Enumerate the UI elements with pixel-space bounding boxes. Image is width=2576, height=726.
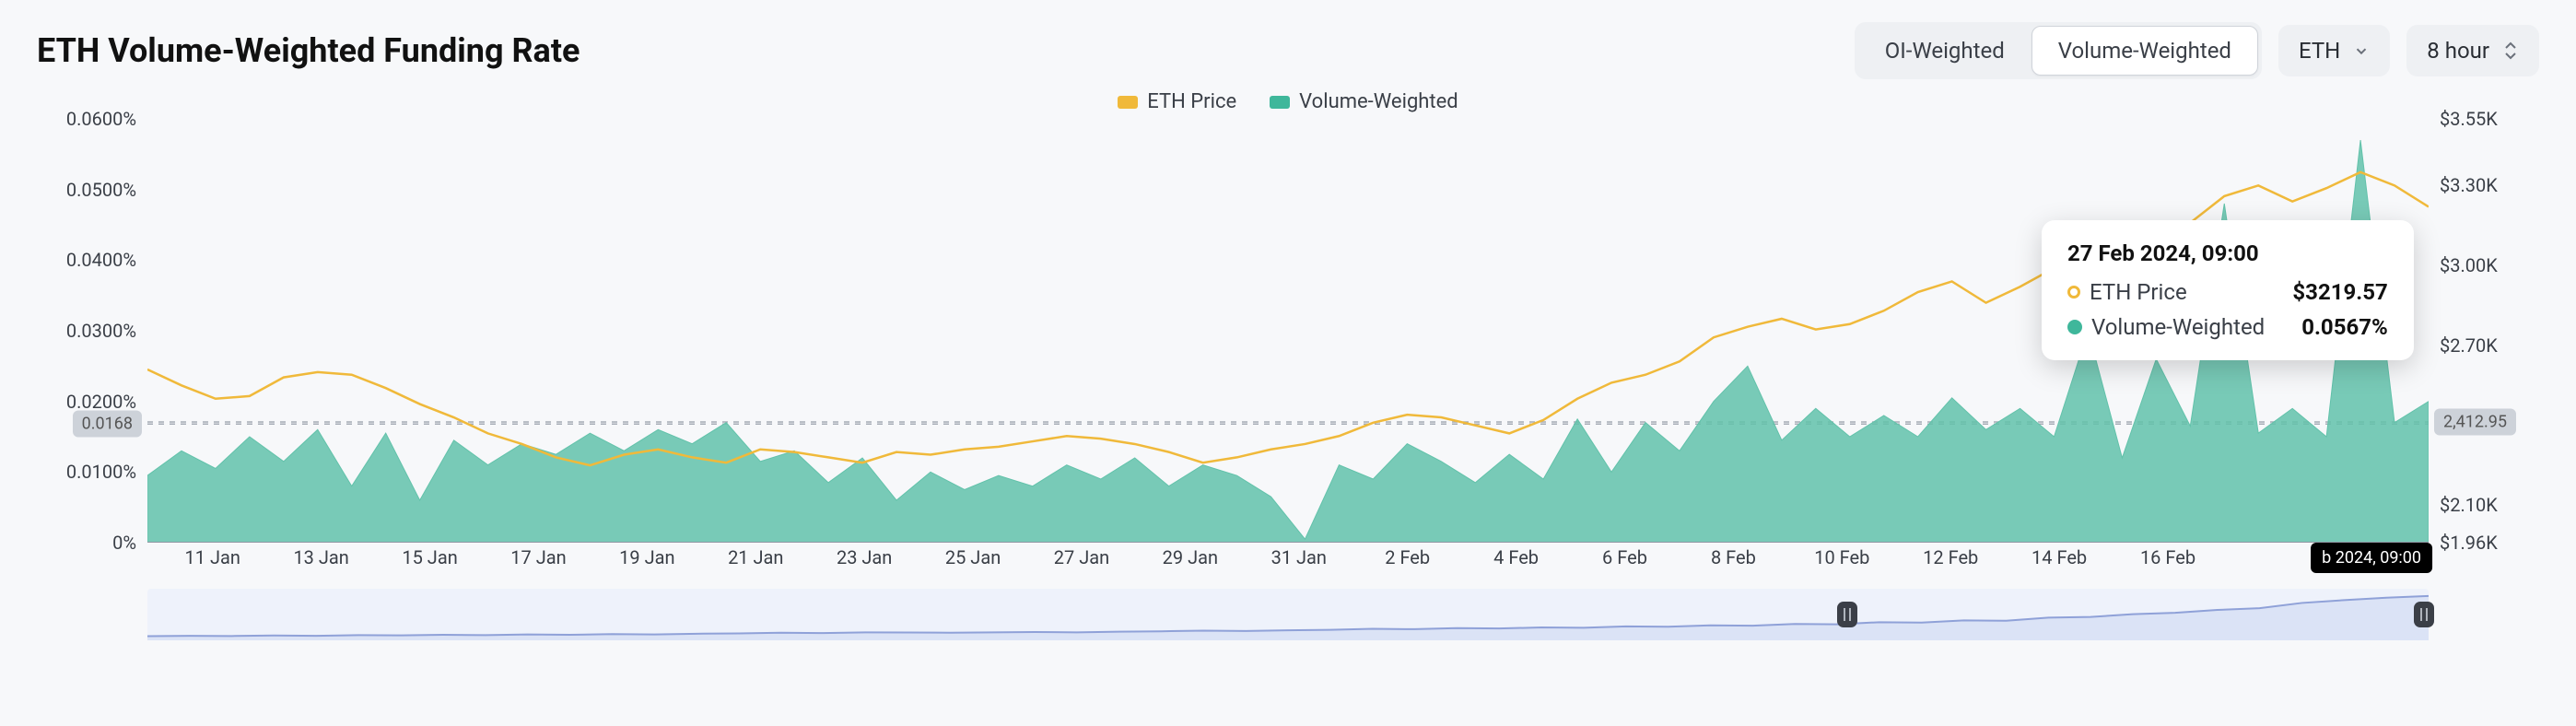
x-tick: 29 Jan [1163,546,1218,568]
y-right-tick: $1.96K [2440,532,2498,554]
stepper-icon [2502,40,2519,62]
y-left-tick: 0.0100% [66,461,136,483]
x-tick: 4 Feb [1493,546,1539,568]
x-tick: 13 Jan [293,546,348,568]
segmented-option[interactable]: Volume-Weighted [2032,26,2258,76]
x-tick: 19 Jan [619,546,674,568]
tooltip-value: $3219.57 [2292,279,2387,305]
x-tick: 16 Feb [2140,546,2195,568]
chart-tooltip: 27 Feb 2024, 09:00 ETH Price $3219.57 Volu… [2042,220,2414,360]
x-tick: 31 Jan [1271,546,1327,568]
x-tick: 8 Feb [1711,546,1756,568]
x-axis: 11 Jan 13 Jan 15 Jan 17 Jan 19 Jan 21 Jan 23 J… [147,543,2429,580]
legend-item[interactable]: ETH Price [1118,90,1236,113]
y-left-tick: 0.0600% [66,108,136,130]
interval-dropdown-value: 8 hour [2427,38,2489,64]
x-tick: 15 Jan [402,546,457,568]
tooltip-value: 0.0567% [2301,314,2388,340]
tooltip-dot [2067,286,2080,299]
segmented-option[interactable]: OI-Weighted [1858,26,2032,76]
y-axis-left: 0.0600%0.0500%0.0400%0.0300%0.0200%0.010… [37,119,147,543]
x-tick: 11 Jan [185,546,240,568]
x-tick: 23 Jan [837,546,892,568]
y-right-tick: $3.30K [2440,174,2498,196]
y-left-tick: 0% [112,532,136,554]
x-tick: 6 Feb [1602,546,1647,568]
x-tick: 2 Feb [1385,546,1430,568]
tooltip-datetime: 27 Feb 2024, 09:00 [2067,240,2388,266]
asset-dropdown[interactable]: ETH [2278,25,2390,76]
time-brush[interactable] [147,589,2429,640]
y-left-tick: 0.0200% [66,391,136,413]
x-tick: 10 Feb [1814,546,1869,568]
y-left-tick: 0.0400% [66,249,136,271]
interval-dropdown[interactable]: 8 hour [2406,25,2539,76]
x-tick: 25 Jan [945,546,1001,568]
legend-swatch [1270,96,1290,109]
y-right-tick: $3.55K [2440,108,2498,130]
x-tick: 12 Feb [1923,546,1978,568]
tooltip-label: Volume-Weighted [2091,314,2265,340]
x-tick: 14 Feb [2032,546,2087,568]
y-right-current: 2,412.95 [2434,408,2516,435]
y-left-tick: 0.0500% [66,179,136,201]
legend-label: Volume-Weighted [1299,90,1458,113]
caret-down-icon [2353,42,2370,59]
legend: ETH Price Volume-Weighted [37,90,2539,113]
x-cursor-label: b 2024, 09:00 [2311,543,2432,573]
tooltip-row: ETH Price $3219.57 [2067,279,2388,305]
x-tick: 21 Jan [728,546,783,568]
y-left-current: 0.0168 [73,411,142,438]
y-right-tick: $2.70K [2440,334,2498,357]
page-title: ETH Volume-Weighted Funding Rate [37,31,580,70]
legend-item[interactable]: Volume-Weighted [1270,90,1458,113]
asset-dropdown-value: ETH [2299,38,2340,64]
y-axis-right: $3.55K$3.30K$3.00K$2.70K$2.10K$1.96K2,41… [2429,119,2539,543]
y-right-tick: $3.00K [2440,254,2498,276]
x-tick: 17 Jan [510,546,566,568]
weighting-segmented: OI-WeightedVolume-Weighted [1855,22,2262,79]
brush-handle-left[interactable] [1837,602,1857,627]
x-tick: 27 Jan [1054,546,1109,568]
legend-label: ETH Price [1147,90,1236,113]
controls: OI-WeightedVolume-Weighted ETH 8 hour [1855,22,2539,79]
tooltip-row: Volume-Weighted 0.0567% [2067,314,2388,340]
y-left-tick: 0.0300% [66,320,136,342]
legend-swatch [1118,96,1138,109]
tooltip-label: ETH Price [2090,279,2187,305]
y-right-tick: $2.10K [2440,494,2498,516]
tooltip-dot [2067,320,2082,334]
brush-handle-right[interactable] [2414,602,2434,627]
